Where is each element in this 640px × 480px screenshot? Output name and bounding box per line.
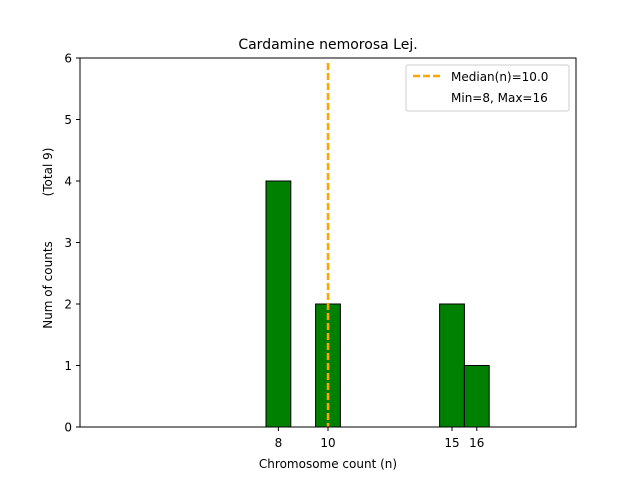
y-tick-label: 2 bbox=[64, 298, 72, 312]
x-tick-label: 10 bbox=[320, 436, 335, 450]
x-axis-ticks: 8 10 15 16 bbox=[275, 427, 484, 450]
x-tick-label: 15 bbox=[444, 436, 459, 450]
y-axis-ticks: 0 1 2 3 4 5 6 bbox=[64, 52, 80, 435]
x-tick-label: 16 bbox=[469, 436, 484, 450]
y-tick-label: 4 bbox=[64, 175, 72, 189]
legend-range-label: Min=8, Max=16 bbox=[451, 91, 548, 105]
legend-box bbox=[405, 64, 570, 112]
legend-median-label: Median(n)=10.0 bbox=[451, 70, 548, 84]
bar-15 bbox=[439, 303, 465, 428]
y-tick-label: 0 bbox=[64, 421, 72, 435]
x-axis-label: Chromosome count (n) bbox=[259, 457, 397, 471]
legend: Median(n)=10.0 Min=8, Max=16 bbox=[405, 64, 570, 112]
x-tick-label: 8 bbox=[275, 436, 283, 450]
bar-16 bbox=[463, 365, 490, 428]
y-tick-label: 6 bbox=[64, 52, 72, 66]
y-axis-label-group: Num of counts (Total 9) bbox=[41, 148, 55, 329]
bars bbox=[265, 180, 490, 428]
y-axis-label: Num of counts bbox=[41, 241, 55, 329]
chart-title: Cardamine nemorosa Lej. bbox=[238, 37, 417, 53]
y-tick-label: 3 bbox=[64, 236, 72, 250]
y-tick-label: 5 bbox=[64, 113, 72, 127]
y-tick-label: 1 bbox=[64, 359, 72, 373]
y-axis-total-label: (Total 9) bbox=[41, 148, 55, 197]
bar-8 bbox=[265, 180, 292, 428]
